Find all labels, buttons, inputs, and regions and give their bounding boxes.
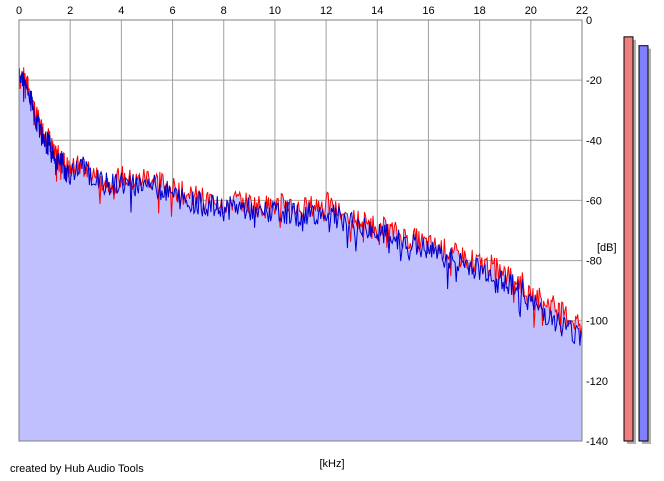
y-tick-label: -100 [586,316,608,328]
x-tick-label: 12 [320,5,332,17]
x-tick-label: 18 [474,5,486,17]
x-tick-label: 14 [371,5,383,17]
spectrum-area [19,67,582,442]
x-tick-label: 16 [422,5,434,17]
x-tick-label: 0 [16,5,22,17]
x-tick-label: 8 [221,5,227,17]
y-tick-label: -120 [586,376,608,388]
credit-text: created by Hub Audio Tools [10,463,144,475]
y-tick-label: -140 [586,436,608,448]
x-axis-ticks: 0 2 4 6 8 10 12 14 16 18 20 22 [16,5,588,17]
y-tick-label: 0 [586,15,592,27]
series-right-line [18,68,583,346]
x-axis-label: [kHz] [319,458,344,470]
y-tick-label: -20 [586,75,602,87]
y-axis-ticks: 0 -20 -40 -60 -80 -100 -120 -140 [586,15,608,448]
plot-frame [18,19,583,442]
x-tick-label: 4 [118,5,124,17]
plot-border [18,19,583,442]
y-tick-label: -60 [586,195,602,207]
x-tick-label: 22 [576,5,588,17]
y-tick-label: -40 [586,135,602,147]
x-tick-label: 6 [169,5,175,17]
level-meter-bar [638,45,649,442]
level-meters [623,36,651,444]
x-tick-label: 20 [525,5,537,17]
spectrum-lines [18,67,583,346]
y-axis-label: [dB] [597,242,617,254]
x-tick-label: 2 [67,5,73,17]
y-tick-label: -80 [586,256,602,268]
spectrum-fill [19,67,582,442]
x-tick-label: 10 [269,5,281,17]
level-meter-bar [623,36,634,442]
